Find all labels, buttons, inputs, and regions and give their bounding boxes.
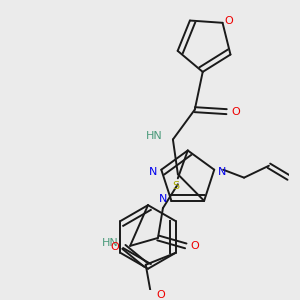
Text: O: O [156, 290, 165, 300]
Text: O: O [111, 242, 119, 252]
Text: HN: HN [146, 131, 163, 142]
Text: HN: HN [101, 238, 118, 248]
Text: N: N [218, 167, 226, 177]
Text: N: N [149, 167, 158, 177]
Text: O: O [190, 241, 199, 251]
Text: S: S [172, 181, 179, 191]
Text: O: O [224, 16, 233, 26]
Text: O: O [231, 106, 240, 117]
Text: N: N [159, 194, 168, 204]
